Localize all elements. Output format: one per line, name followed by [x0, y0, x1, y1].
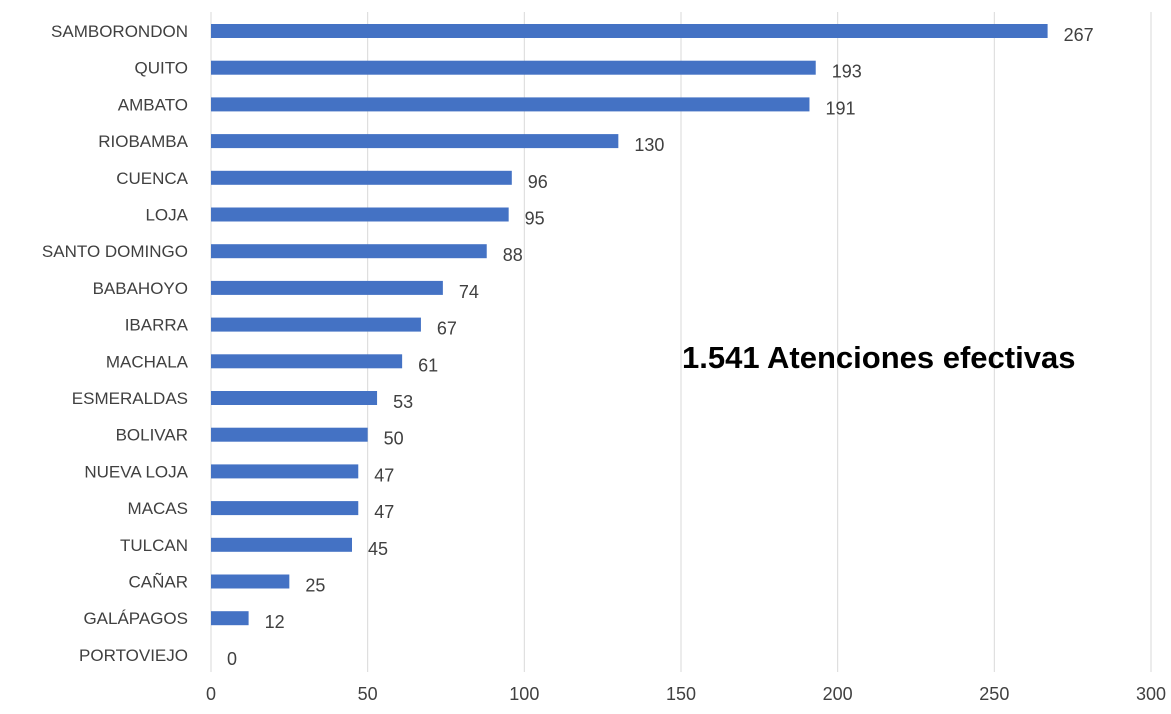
- bar: [211, 280, 443, 295]
- x-tick-label: 300: [1136, 684, 1166, 704]
- category-label: PORTOVIEJO: [79, 646, 188, 665]
- bar: [211, 134, 619, 149]
- bar: [211, 574, 290, 589]
- category-label: CUENCA: [116, 169, 188, 188]
- value-label: 74: [459, 282, 479, 302]
- value-label: 267: [1064, 25, 1094, 45]
- bar: [211, 317, 421, 332]
- value-label: 25: [305, 576, 325, 596]
- bar: [211, 537, 352, 552]
- category-label: BABAHOYO: [93, 279, 188, 298]
- category-label: NUEVA LOJA: [84, 462, 188, 481]
- category-labels: SAMBORONDON QUITO AMBATO RIOBAMBA CUENCA LOJA…: [42, 22, 189, 665]
- bar: [211, 207, 509, 222]
- bar: [211, 611, 249, 626]
- bar: [211, 391, 378, 405]
- bars: [211, 24, 1048, 626]
- bar: [211, 501, 359, 516]
- value-label: 191: [825, 98, 855, 118]
- bar: [211, 24, 1048, 38]
- value-label: 130: [634, 135, 664, 155]
- value-label: 50: [384, 429, 404, 449]
- value-label: 95: [525, 209, 545, 229]
- bar: [211, 464, 359, 479]
- category-label: QUITO: [134, 59, 188, 78]
- value-label: 88: [503, 245, 523, 265]
- x-tick-label: 0: [206, 684, 216, 704]
- category-label: MACAS: [128, 499, 188, 518]
- value-label: 193: [832, 62, 862, 82]
- x-axis-ticks: 0 50 100 150 200 250 300: [206, 684, 1166, 704]
- category-label: SAMBORONDON: [51, 22, 188, 41]
- total-annotation: 1.541 Atenciones efectivas: [682, 340, 1076, 375]
- x-tick-label: 100: [509, 684, 539, 704]
- value-label: 47: [374, 465, 394, 485]
- category-label: AMBATO: [118, 95, 188, 114]
- value-label: 53: [393, 392, 413, 412]
- category-label: CAÑAR: [128, 573, 188, 592]
- value-label: 45: [368, 539, 388, 559]
- value-label: 61: [418, 355, 438, 375]
- category-label: LOJA: [145, 206, 188, 225]
- value-label: 96: [528, 172, 548, 192]
- grid-lines: [210, 12, 1152, 672]
- value-label: 12: [265, 612, 285, 632]
- bar: [211, 97, 810, 112]
- bar: [211, 427, 368, 442]
- value-label: 47: [374, 502, 394, 522]
- x-tick-label: 150: [666, 684, 696, 704]
- bar: [211, 170, 512, 185]
- x-tick-label: 250: [979, 684, 1009, 704]
- category-label: MACHALA: [106, 352, 189, 371]
- bar: [211, 244, 487, 259]
- category-label: GALÁPAGOS: [83, 609, 188, 628]
- x-tick-label: 50: [358, 684, 378, 704]
- bar: [211, 60, 816, 75]
- category-label: SANTO DOMINGO: [42, 242, 188, 261]
- category-label: IBARRA: [125, 316, 189, 335]
- category-label: TULCAN: [120, 536, 188, 555]
- x-tick-label: 200: [823, 684, 853, 704]
- bar: [211, 354, 403, 369]
- category-label: RIOBAMBA: [98, 132, 188, 151]
- value-label: 0: [227, 649, 237, 669]
- category-label: ESMERALDAS: [72, 389, 188, 408]
- value-label: 67: [437, 319, 457, 339]
- category-label: BOLIVAR: [116, 426, 188, 445]
